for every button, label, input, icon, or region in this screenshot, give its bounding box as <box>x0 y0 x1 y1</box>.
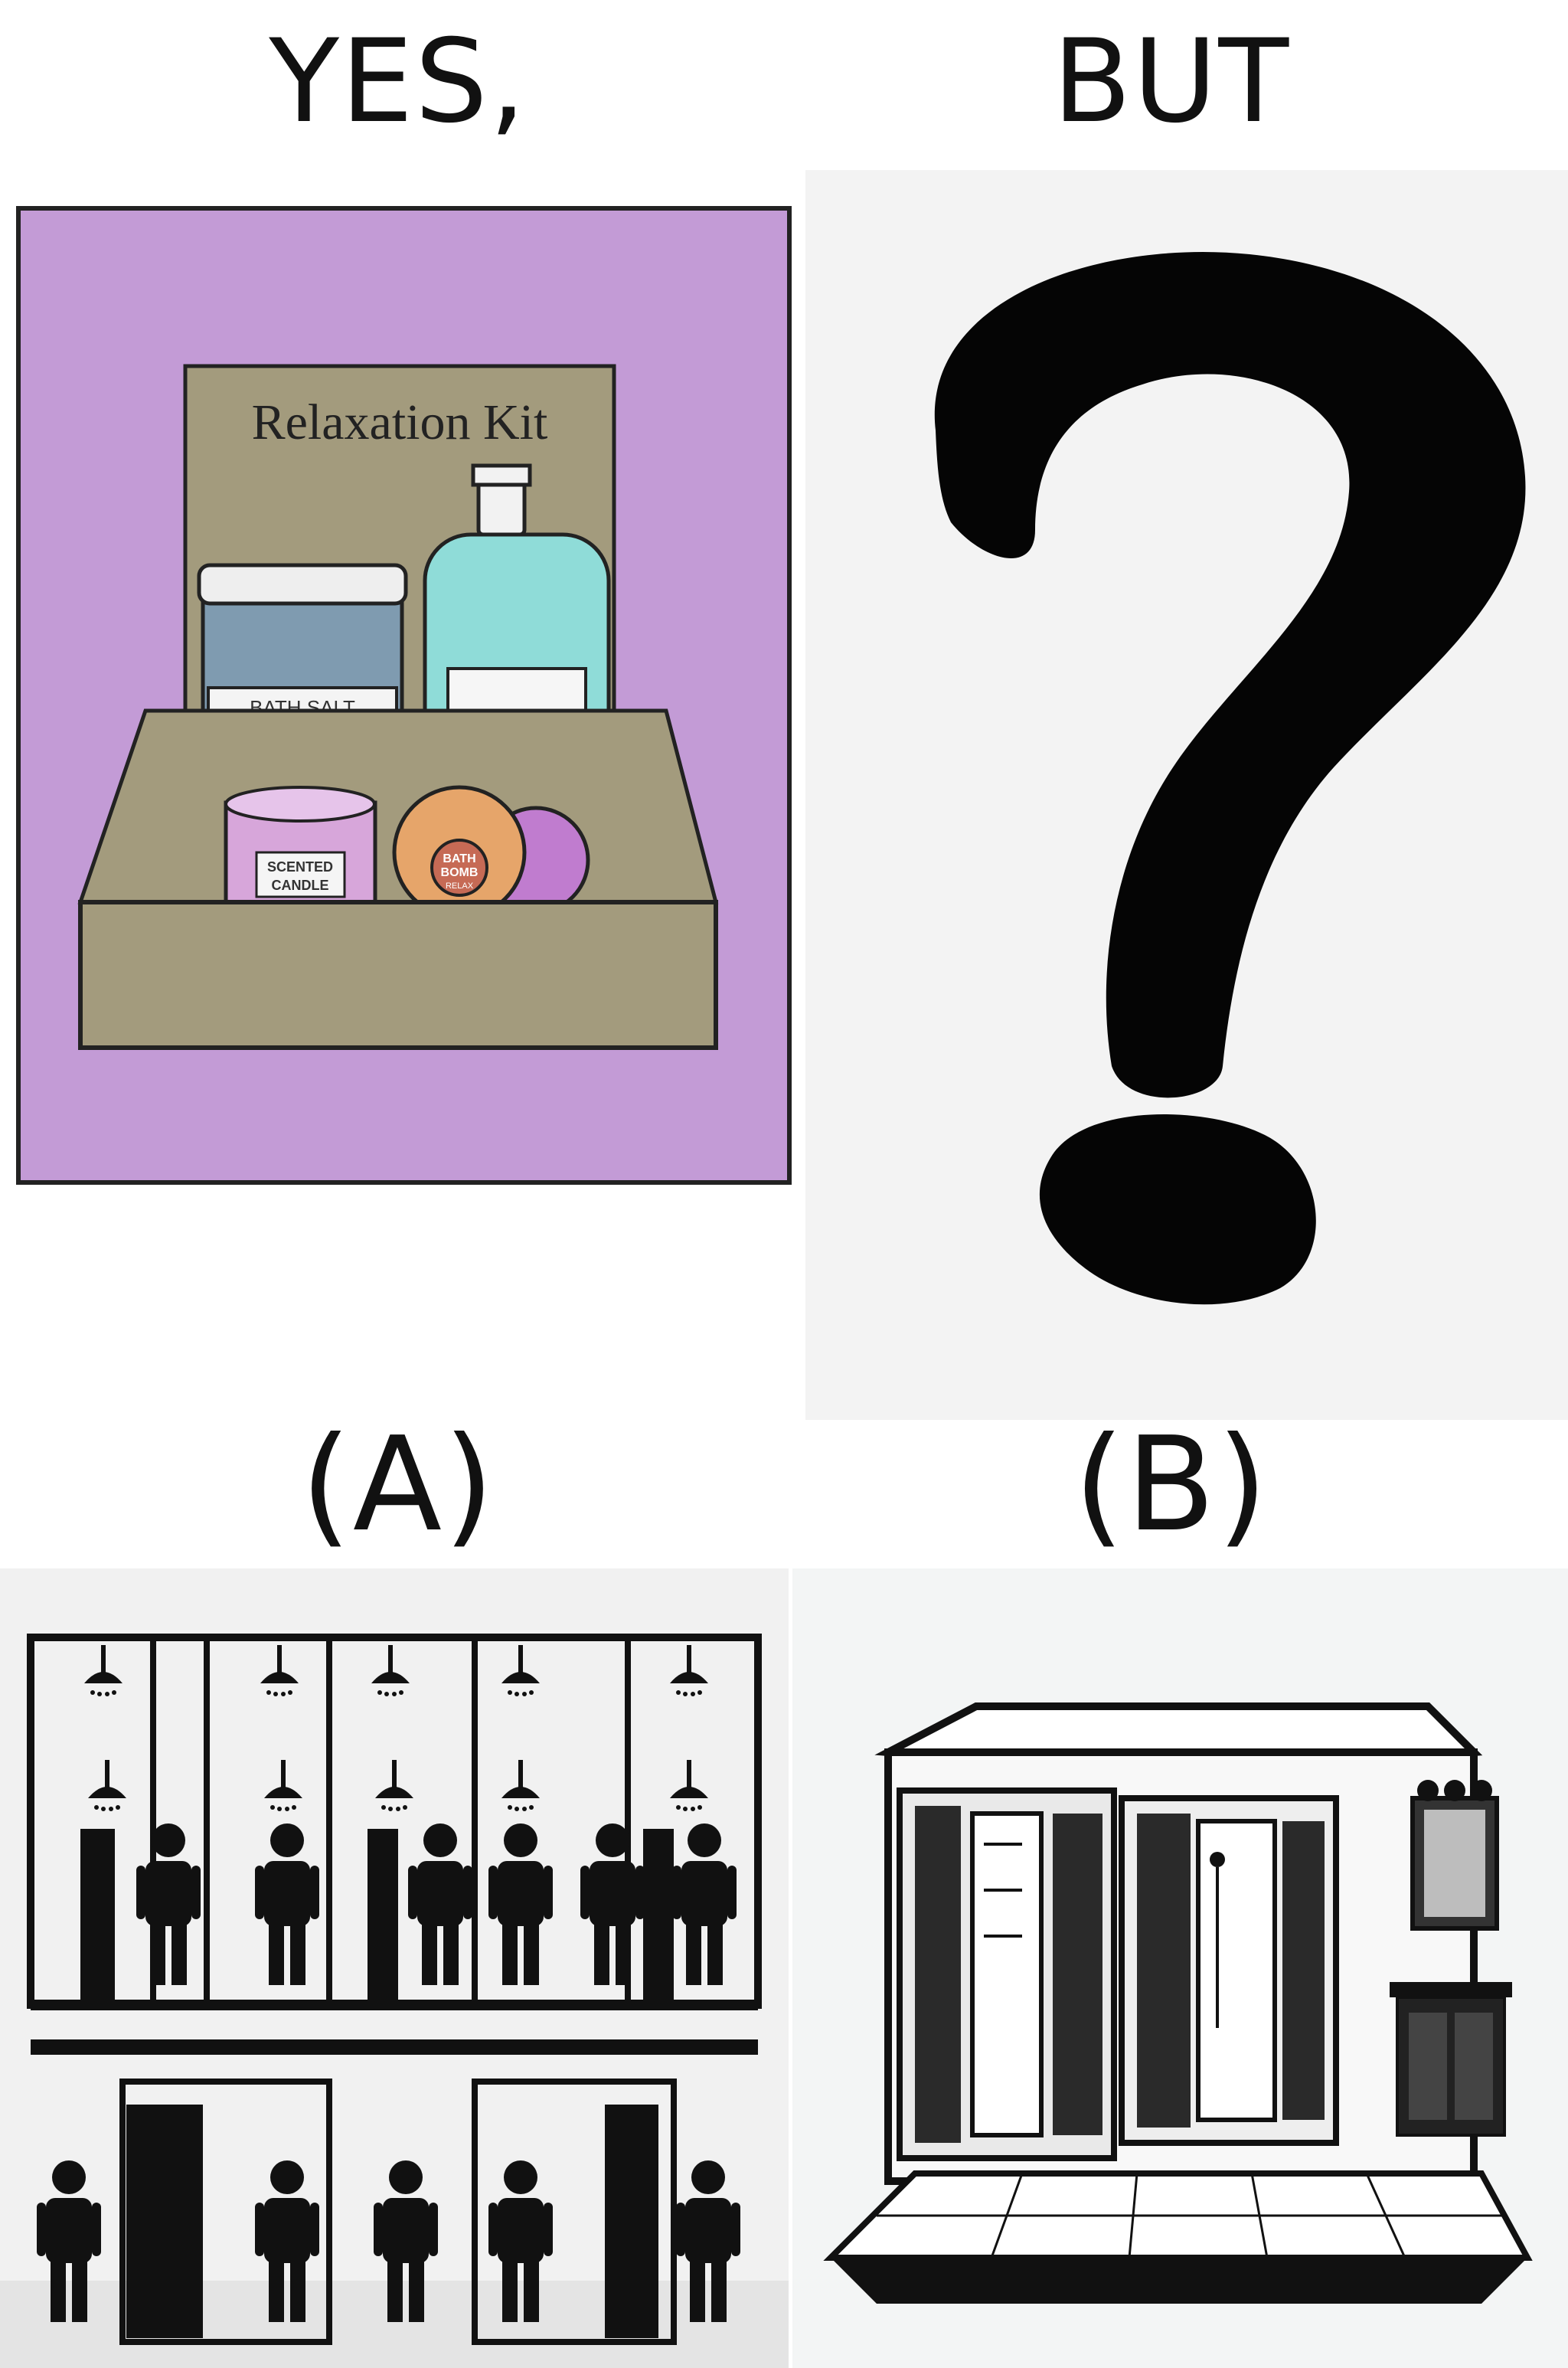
bathroom-illustration <box>823 1702 1533 2304</box>
person-icon <box>408 1823 472 1985</box>
bath-bomb-label-2: BOMB <box>441 866 479 879</box>
question-mark-illustration <box>934 251 1526 1305</box>
kit-title: Relaxation Kit <box>252 394 548 450</box>
kit-box-front <box>78 900 718 1050</box>
light-fixture-icon <box>1417 1780 1439 1801</box>
heading-but: BUT <box>1052 15 1291 149</box>
bath-bomb-label-3: RELAX <box>446 881 474 891</box>
shower-stalls-panel <box>0 1568 789 2368</box>
person-icon <box>580 1823 645 1985</box>
shower-enclosure-left <box>897 1787 1117 2161</box>
showerhead-icon <box>88 1760 126 1811</box>
stall-door <box>368 1829 398 2001</box>
candle-label-top: SCENTED <box>267 859 333 875</box>
vanity <box>1390 1780 1512 2137</box>
light-fixture-icon <box>1471 1780 1492 1801</box>
showerhead-icon <box>260 1645 299 1696</box>
person-icon <box>136 1823 201 1985</box>
relaxation-kit-illustration: Relaxation Kit BATH SALT CALMING LAVENDE… <box>16 206 792 1185</box>
candle-label-bottom: CANDLE <box>272 878 329 893</box>
person-icon <box>672 1823 737 1985</box>
stall-door <box>126 2105 203 2338</box>
person-icon <box>255 1823 319 1985</box>
stall-door <box>643 1829 674 2001</box>
relaxation-kit-panel: Relaxation Kit BATH SALT CALMING LAVENDE… <box>15 205 792 1186</box>
person-icon <box>488 1823 553 1985</box>
stall-door <box>80 1829 115 2001</box>
showerhead-icon <box>1210 1852 1225 1867</box>
label-b: (B) <box>1073 1409 1269 1561</box>
lower-stall <box>472 2079 677 2345</box>
bath-bomb-label-1: BATH <box>443 852 475 865</box>
floor-base <box>831 2258 1527 2304</box>
showerhead-icon <box>670 1760 708 1811</box>
label-a: (A) <box>300 1409 496 1561</box>
light-fixture-icon <box>1444 1780 1465 1801</box>
mirror-glass <box>1424 1810 1485 1917</box>
shower-stalls-illustration <box>0 1634 789 2368</box>
bath-bomb: BATH BOMB RELAX <box>392 785 527 920</box>
showerhead-icon <box>84 1645 122 1696</box>
showerhead-icon <box>264 1760 302 1811</box>
shower-enclosure-right <box>1119 1795 1339 2146</box>
heading-yes: YES, <box>269 15 528 149</box>
showerhead-icon <box>371 1645 410 1696</box>
lower-stall <box>119 2079 332 2345</box>
question-mark-panel <box>805 170 1568 1420</box>
scented-candle: SCENTED CANDLE <box>224 786 377 904</box>
showerhead-icon <box>670 1645 708 1696</box>
bathroom-panel <box>792 1568 1568 2368</box>
lower-stall-beam <box>31 2039 758 2055</box>
showerhead-icon <box>501 1760 540 1811</box>
showerhead-icon <box>501 1645 540 1696</box>
question-mark-hook-icon <box>934 251 1526 1098</box>
stall-door <box>605 2105 658 2338</box>
question-mark-dot-icon <box>1039 1114 1316 1305</box>
showerhead-icon <box>375 1760 413 1811</box>
